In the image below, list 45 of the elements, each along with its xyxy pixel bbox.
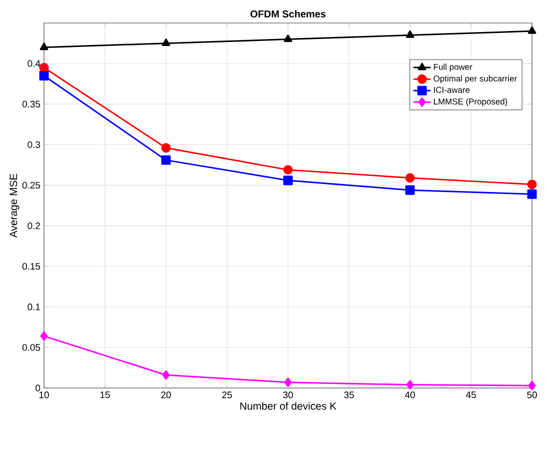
point — [284, 34, 292, 42]
x-tick-label: 25 — [222, 392, 232, 398]
x-tick-label: 50 — [527, 392, 537, 398]
point — [40, 331, 48, 341]
y-tick-label: 0.15 — [22, 262, 40, 270]
x-tick-label: 35 — [344, 392, 354, 398]
y-tick-label: 0.25 — [22, 182, 40, 189]
point — [528, 380, 536, 390]
point — [405, 185, 415, 195]
y-tick-label: 0.2 — [28, 222, 40, 230]
y-tick-label: 0.3 — [28, 141, 40, 148]
legend-label: Full power — [434, 64, 472, 72]
point — [527, 180, 537, 190]
point — [40, 42, 48, 50]
legend-label: LMMSE (Proposed) — [434, 98, 508, 106]
chart-title: OFDM Schemes — [250, 10, 326, 18]
point — [405, 173, 415, 183]
y-tick-label: 0.35 — [22, 100, 40, 108]
y-tick-label: 0.05 — [22, 344, 40, 351]
point — [406, 30, 414, 38]
point — [406, 380, 414, 390]
point — [161, 155, 171, 165]
point — [161, 143, 171, 153]
x-tick-label: 40 — [404, 392, 415, 398]
legend-label: ICI-aware — [434, 86, 470, 93]
point — [283, 176, 293, 186]
point — [39, 62, 49, 72]
point — [39, 70, 49, 80]
legend-label: Optimal per subcarrier — [434, 75, 517, 84]
point — [527, 189, 537, 199]
x-tick-label: 10 — [39, 392, 49, 398]
point — [162, 370, 170, 380]
x-tick-label: 30 — [283, 392, 293, 398]
x-axis-title: Number of devices K — [240, 402, 336, 410]
point — [283, 165, 293, 175]
y-tick-label: 0.4 — [28, 60, 40, 67]
y-tick-label: 0 — [36, 384, 40, 392]
x-tick-label: 45 — [466, 392, 476, 398]
point — [162, 38, 170, 46]
x-tick-label: 20 — [161, 392, 171, 398]
point — [284, 378, 292, 388]
x-tick-label: 15 — [100, 392, 110, 398]
point — [528, 26, 536, 34]
y-axis-title: Average MSE — [10, 174, 20, 238]
y-tick-label: 0.1 — [28, 304, 40, 310]
